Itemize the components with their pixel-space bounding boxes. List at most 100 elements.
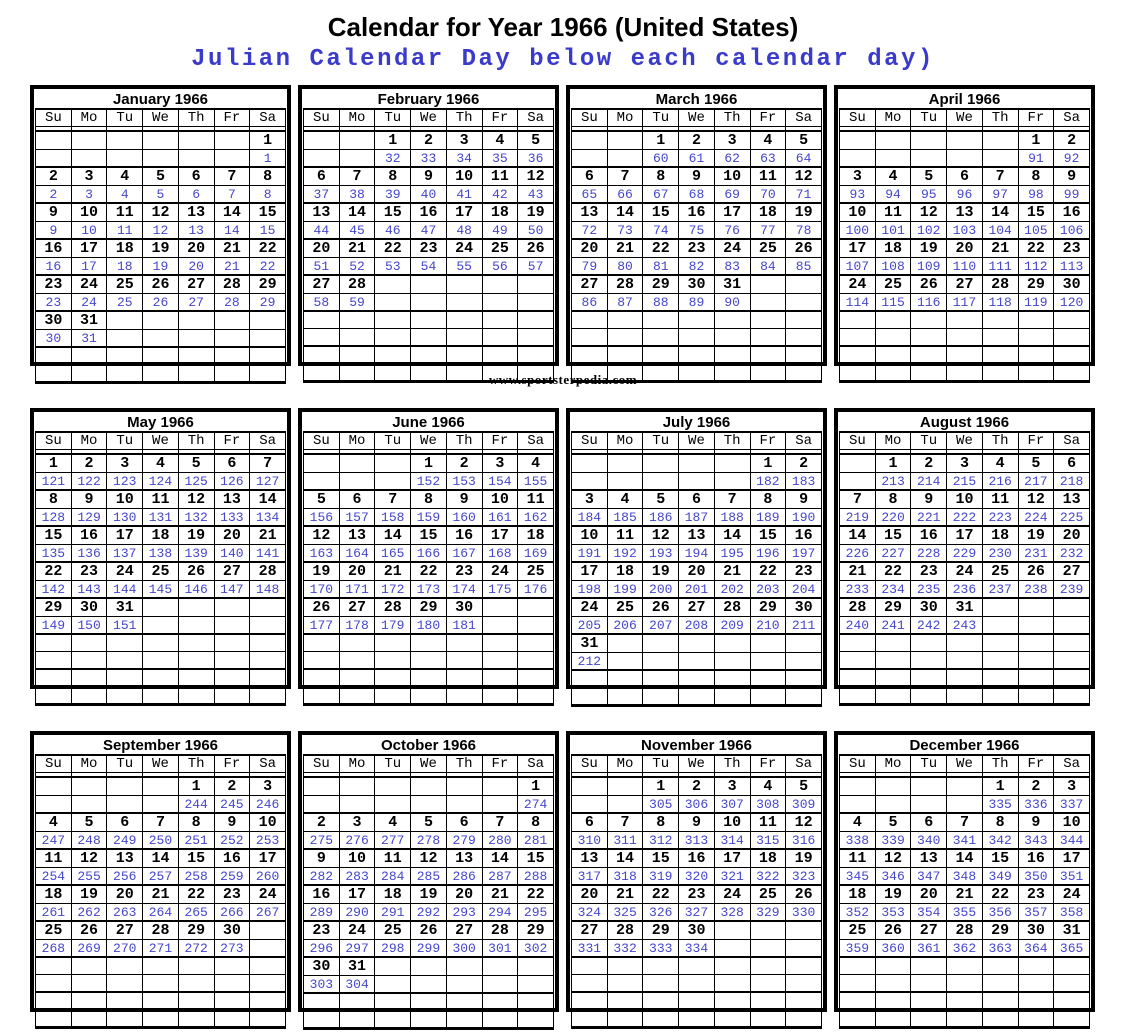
julian-cell: 176 bbox=[517, 580, 554, 599]
julian-cell: 320 bbox=[678, 867, 715, 886]
empty-cell bbox=[35, 149, 72, 168]
julian-cell: 150 bbox=[70, 616, 108, 635]
empty-cell bbox=[303, 651, 340, 670]
julian-cell: 198 bbox=[571, 580, 608, 599]
empty-cell bbox=[517, 274, 554, 294]
julian-cell: 269 bbox=[70, 939, 108, 958]
julian-cell: 192 bbox=[606, 544, 644, 563]
julian-cell: 197 bbox=[785, 544, 822, 563]
day-cell: 9 bbox=[410, 166, 447, 186]
julian-cell: 234 bbox=[874, 580, 912, 599]
empty-cell bbox=[713, 939, 751, 958]
empty-cell bbox=[785, 1009, 822, 1028]
julian-cell: 41 bbox=[445, 185, 483, 204]
empty-cell bbox=[445, 328, 483, 347]
day-cell: 7 bbox=[713, 489, 751, 509]
empty-cell bbox=[981, 991, 1019, 1010]
empty-cell bbox=[249, 329, 286, 348]
day-cell: 27 bbox=[571, 274, 608, 294]
empty-cell bbox=[839, 668, 876, 687]
empty-cell bbox=[445, 975, 483, 994]
spacer-cell bbox=[249, 126, 286, 131]
julian-cell: 204 bbox=[785, 580, 822, 599]
empty-cell bbox=[785, 633, 822, 653]
julian-cell: 345 bbox=[839, 867, 876, 886]
empty-cell bbox=[35, 991, 72, 1010]
empty-cell bbox=[481, 776, 519, 796]
day-cell: 28 bbox=[481, 920, 519, 940]
julian-cell: 88 bbox=[642, 293, 680, 312]
day-cell: 21 bbox=[481, 884, 519, 904]
julian-cell: 37 bbox=[303, 185, 340, 204]
julian-cell: 291 bbox=[374, 903, 412, 922]
julian-cell: 318 bbox=[606, 867, 644, 886]
empty-cell bbox=[445, 1027, 483, 1030]
month-table-october: October 1966 Su Mo Tu We Th Fr Sa 1 274 2 3 4 5 6 7 8 275… bbox=[303, 736, 554, 1030]
empty-cell bbox=[910, 776, 948, 796]
julian-cell: 189 bbox=[749, 508, 787, 527]
empty-cell bbox=[303, 328, 340, 347]
julian-cell: 286 bbox=[445, 867, 483, 886]
empty-cell bbox=[303, 776, 340, 796]
julian-cell: 100 bbox=[839, 221, 876, 240]
empty-cell bbox=[445, 686, 483, 705]
julian-cell: 232 bbox=[1053, 544, 1090, 563]
julian-cell: 183 bbox=[785, 472, 822, 491]
julian-cell: 30 bbox=[35, 329, 72, 348]
julian-cell: 233 bbox=[839, 580, 876, 599]
day-cell: 17 bbox=[571, 561, 608, 581]
empty-cell bbox=[839, 1026, 876, 1029]
empty-cell bbox=[785, 345, 822, 364]
empty-cell bbox=[874, 1026, 912, 1029]
empty-cell bbox=[678, 704, 715, 707]
julian-cell: 330 bbox=[785, 903, 822, 922]
day-cell: 11 bbox=[481, 166, 519, 186]
julian-cell: 66 bbox=[606, 185, 644, 204]
empty-cell bbox=[910, 991, 948, 1010]
empty-cell bbox=[338, 633, 376, 652]
empty-cell bbox=[445, 345, 483, 364]
julian-cell: 238 bbox=[1017, 580, 1055, 599]
julian-cell: 152 bbox=[410, 472, 447, 491]
julian-cell: 305 bbox=[642, 795, 680, 814]
empty-cell bbox=[606, 130, 644, 150]
day-cell: 13 bbox=[1053, 489, 1090, 509]
empty-cell bbox=[177, 633, 215, 652]
day-cell: 1 bbox=[249, 130, 286, 150]
spacer-cell bbox=[785, 449, 822, 454]
julian-cell: 165 bbox=[374, 544, 412, 563]
julian-cell: 55 bbox=[445, 257, 483, 276]
day-cell: 16 bbox=[70, 525, 108, 545]
day-cell: 23 bbox=[785, 561, 822, 581]
day-cell: 18 bbox=[749, 848, 787, 868]
day-cell: 20 bbox=[571, 238, 608, 258]
day-cell: 3 bbox=[839, 166, 876, 186]
julian-cell: 279 bbox=[445, 831, 483, 850]
day-cell: 26 bbox=[303, 597, 340, 617]
julian-cell: 167 bbox=[445, 544, 483, 563]
empty-cell bbox=[106, 130, 144, 150]
empty-cell bbox=[946, 703, 983, 706]
empty-cell bbox=[410, 345, 447, 364]
empty-cell bbox=[910, 956, 948, 975]
empty-cell bbox=[106, 686, 144, 705]
empty-cell bbox=[910, 328, 948, 347]
empty-cell bbox=[374, 633, 412, 652]
julian-cell: 334 bbox=[678, 939, 715, 958]
empty-cell bbox=[678, 687, 715, 706]
empty-cell bbox=[678, 453, 715, 473]
day-cell: 27 bbox=[910, 920, 948, 940]
empty-cell bbox=[713, 1009, 751, 1028]
empty-cell bbox=[70, 956, 108, 975]
empty-cell bbox=[142, 795, 179, 814]
empty-cell bbox=[874, 310, 912, 329]
empty-cell bbox=[481, 1010, 519, 1029]
day-cell: 25 bbox=[517, 561, 554, 581]
julian-cell: 110 bbox=[946, 257, 983, 276]
day-cell: 4 bbox=[35, 812, 72, 832]
day-cell: 8 bbox=[410, 489, 447, 509]
julian-cell: 174 bbox=[445, 580, 483, 599]
empty-cell bbox=[517, 345, 554, 364]
julian-cell: 283 bbox=[338, 867, 376, 886]
empty-cell bbox=[410, 956, 447, 976]
